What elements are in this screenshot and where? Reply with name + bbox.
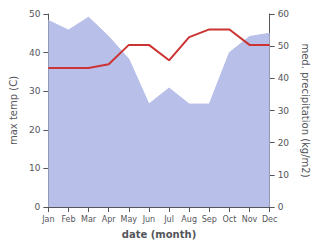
svg-text:Apr: Apr: [102, 215, 117, 224]
svg-text:Feb: Feb: [61, 215, 75, 224]
svg-text:Mar: Mar: [81, 215, 97, 224]
svg-text:40: 40: [278, 73, 290, 83]
svg-text:60: 60: [278, 9, 290, 19]
svg-text:Nov: Nov: [242, 215, 258, 224]
svg-text:30: 30: [278, 106, 290, 116]
svg-text:Oct: Oct: [222, 215, 236, 224]
svg-text:Sep: Sep: [202, 215, 217, 224]
svg-text:0: 0: [35, 202, 41, 212]
svg-text:Dec: Dec: [262, 215, 277, 224]
svg-text:date (month): date (month): [122, 229, 196, 240]
svg-text:50: 50: [29, 9, 41, 19]
svg-text:20: 20: [29, 125, 41, 135]
svg-text:20: 20: [278, 138, 290, 148]
svg-text:50: 50: [278, 41, 290, 51]
svg-text:0: 0: [278, 202, 284, 212]
svg-text:40: 40: [29, 48, 41, 58]
svg-text:max temp (C): max temp (C): [8, 76, 19, 145]
svg-text:10: 10: [29, 163, 41, 173]
svg-text:Jun: Jun: [142, 215, 156, 224]
svg-text:med. precipitation (kg/m2): med. precipitation (kg/m2): [300, 43, 311, 177]
svg-text:Jul: Jul: [163, 215, 174, 224]
svg-text:Jan: Jan: [41, 215, 54, 224]
svg-text:10: 10: [278, 170, 290, 180]
svg-text:Aug: Aug: [181, 215, 197, 224]
svg-text:May: May: [121, 215, 138, 224]
svg-text:30: 30: [29, 86, 41, 96]
